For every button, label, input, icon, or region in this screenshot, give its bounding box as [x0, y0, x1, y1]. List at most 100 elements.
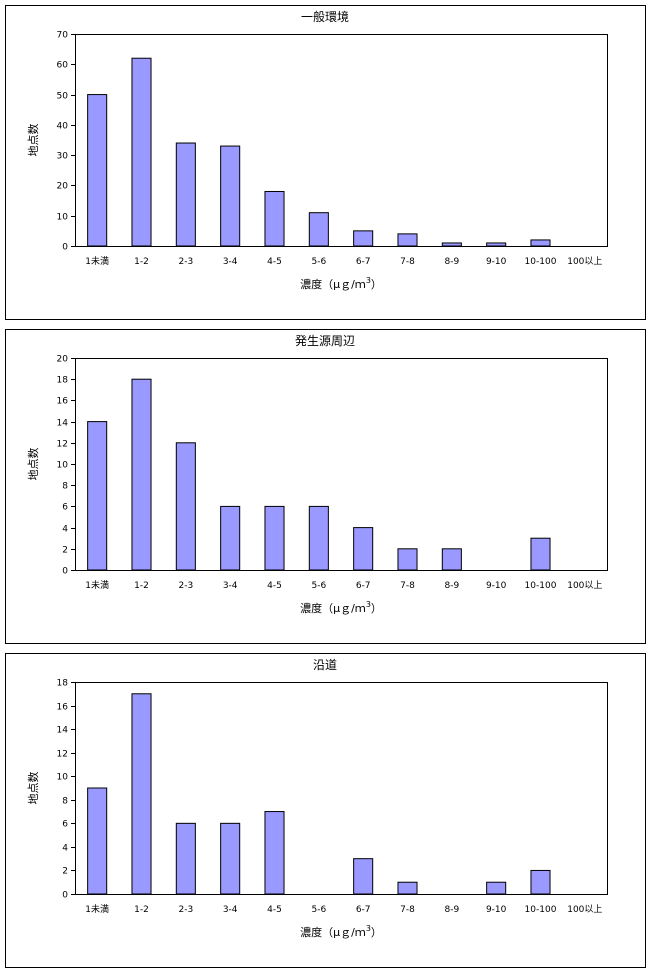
bar: [175, 442, 196, 571]
bar: [220, 145, 241, 247]
y-tick-label: 10: [57, 213, 69, 223]
x-tick-label: 7-8: [400, 581, 415, 591]
y-tick-label: 12: [57, 440, 68, 450]
x-tick-label: 10-100: [525, 257, 557, 267]
x-tick-label: 4-5: [267, 581, 282, 591]
bar: [264, 811, 285, 895]
x-tick-label: 6-7: [356, 257, 371, 267]
x-tick-label: 1未満: [85, 579, 109, 591]
x-tick-label: 100以上: [567, 904, 602, 915]
y-tick-label: 6: [62, 503, 68, 513]
x-axis-title-main: 濃度（μｇ/ｍ: [300, 277, 366, 291]
y-axis-title: 地点数: [27, 772, 40, 805]
y-axis-title: 地点数: [27, 448, 40, 481]
chart-panel-1: 一般環境 0 10 20 30 40 50 60 70 1未満 1-2 2-3 3-4 4-5 5-6 6-7…: [5, 5, 646, 320]
x-axis-title-main: 濃度（μｇ/ｍ: [300, 601, 366, 615]
x-tick-label: 1-2: [134, 257, 149, 267]
bar: [87, 94, 108, 247]
x-axis-title-close: ）: [371, 926, 382, 939]
chart-title: 発生源周辺: [295, 334, 355, 348]
x-tick-label: 5-6: [311, 905, 326, 915]
y-tick-label: 18: [57, 679, 69, 689]
x-tick-label: 5-6: [311, 257, 326, 267]
x-axis-title: 濃度（μｇ/ｍ3）: [300, 924, 382, 939]
x-tick-label: 6-7: [356, 905, 371, 915]
x-tick-label: 3-4: [223, 905, 238, 915]
y-tick-label: 4: [62, 844, 68, 854]
bar: [397, 881, 418, 895]
x-tick-label: 4-5: [267, 257, 282, 267]
y-tick-label: 4: [62, 525, 68, 535]
bar: [131, 378, 152, 571]
bar: [87, 787, 108, 895]
x-axis-title: 濃度（μｇ/ｍ3）: [300, 276, 382, 291]
x-tick-label: 4-5: [267, 905, 282, 915]
y-tick-label: 14: [57, 419, 69, 429]
y-tick-label: 60: [57, 61, 69, 71]
x-axis-title-close: ）: [371, 278, 382, 291]
x-axis-title-main: 濃度（μｇ/ｍ: [300, 925, 366, 939]
y-tick-label: 2: [62, 546, 68, 556]
x-tick-label: 2-3: [178, 905, 193, 915]
y-tick-label: 16: [57, 703, 69, 713]
bar: [530, 869, 551, 895]
x-tick-label: 9-10: [486, 581, 507, 591]
bar: [353, 230, 374, 247]
y-tick-label: 2: [62, 867, 68, 877]
y-tick-label: 0: [62, 891, 68, 901]
bar: [353, 858, 374, 895]
chart-panel-2: 発生源周辺 0 2 4 6 8 10 12 14 16 18 20 1未満 1-2 2-3 3-4 4-5 5-6…: [5, 329, 646, 644]
x-tick-label: 8-9: [444, 257, 459, 267]
x-tick-label: 8-9: [444, 905, 459, 915]
y-tick-label: 50: [57, 92, 69, 102]
x-tick-label: 9-10: [486, 905, 507, 915]
y-tick-label: 30: [57, 152, 69, 162]
x-tick-label: 2-3: [178, 257, 193, 267]
bar: [530, 537, 551, 571]
bar: [441, 548, 462, 571]
x-tick-label: 10-100: [525, 581, 557, 591]
x-tick-label: 5-6: [311, 581, 326, 591]
y-tick-label: 18: [57, 376, 69, 386]
x-tick-label: 100以上: [567, 256, 602, 267]
x-tick-label: 7-8: [400, 905, 415, 915]
bar: [486, 242, 507, 247]
bar: [175, 822, 196, 895]
plot-area: [75, 682, 608, 895]
y-tick-label: 0: [62, 567, 68, 577]
x-tick-label: 7-8: [400, 257, 415, 267]
bar: [441, 242, 462, 247]
y-tick-label: 40: [57, 122, 69, 132]
bar: [264, 190, 285, 247]
bar: [397, 233, 418, 247]
y-tick-label: 70: [57, 31, 69, 41]
plot-area: [75, 34, 608, 247]
y-tick-label: 6: [62, 820, 68, 830]
bar: [87, 421, 108, 571]
x-tick-label: 100以上: [567, 580, 602, 591]
chart-panel-3: 沿道 0 2 4 6 8 10 12 14 16 18 1未満 1-2 2-3 3-4 4-5 5-6 6-7 7-…: [5, 653, 646, 968]
x-tick-label: 1-2: [134, 905, 149, 915]
y-tick-label: 8: [62, 482, 68, 492]
bar: [353, 527, 374, 571]
bar: [264, 505, 285, 571]
bar: [220, 822, 241, 895]
x-axis-title-close: ）: [371, 602, 382, 615]
y-tick-label: 16: [57, 397, 69, 407]
bar: [397, 548, 418, 571]
y-tick-label: 12: [57, 750, 68, 760]
x-tick-label: 8-9: [444, 581, 459, 591]
y-tick-label: 10: [57, 773, 69, 783]
bar: [308, 505, 329, 571]
bar: [308, 212, 329, 247]
bar: [131, 57, 152, 247]
y-tick-label: 10: [57, 461, 69, 471]
x-axis-title-sup: 3: [366, 924, 371, 933]
x-tick-label: 6-7: [356, 581, 371, 591]
bar: [220, 505, 241, 571]
bar: [175, 142, 196, 247]
x-axis-title-sup: 3: [366, 276, 371, 285]
y-tick-label: 20: [57, 355, 69, 365]
x-tick-label: 3-4: [223, 581, 238, 591]
